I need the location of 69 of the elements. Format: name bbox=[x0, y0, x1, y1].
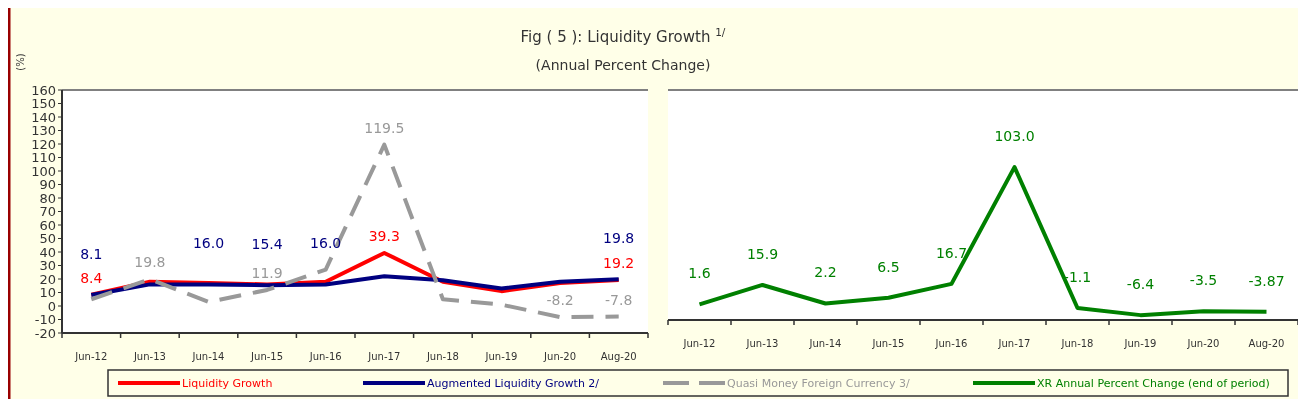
y-tick-label: 160 bbox=[31, 82, 56, 98]
x-tick-label: Aug-20 bbox=[600, 351, 637, 362]
x-tick-label: Jun-18 bbox=[1060, 338, 1094, 349]
y-tick-label: 20 bbox=[39, 271, 56, 287]
y-tick-label: 100 bbox=[31, 163, 56, 179]
data-label: 15.9 bbox=[746, 245, 779, 262]
y-tick-label: 50 bbox=[39, 231, 56, 247]
text: Liquidity Growth bbox=[182, 376, 273, 390]
data-label: 39.3 bbox=[368, 227, 400, 244]
y-tick-label: 120 bbox=[31, 136, 56, 152]
y-tick-label: 0 bbox=[47, 298, 56, 314]
data-label: 19.8 bbox=[603, 230, 635, 247]
y-tick-label: 40 bbox=[39, 244, 56, 260]
data-label: 8.1 bbox=[80, 246, 103, 263]
data-label: 16.0 bbox=[310, 235, 342, 252]
y-tick-label: 150 bbox=[31, 96, 56, 112]
y-tick-label: 60 bbox=[39, 217, 56, 233]
data-label: 15.4 bbox=[251, 236, 283, 253]
data-label: 103.0 bbox=[994, 128, 1035, 145]
x-tick-label: Jun-16 bbox=[934, 338, 968, 349]
data-label: 19.8 bbox=[134, 254, 166, 271]
text: Augmented Liquidity Growth 2/ bbox=[427, 376, 600, 390]
data-label: 2.2 bbox=[814, 264, 837, 281]
data-label: 19.2 bbox=[603, 255, 635, 272]
data-label: -1.1 bbox=[1063, 268, 1092, 285]
data-label: 11.9 bbox=[251, 264, 283, 281]
data-label: -3.5 bbox=[1189, 272, 1218, 289]
chart-subtitle: (Annual Percent Change) bbox=[535, 57, 711, 73]
y-tick-label: 130 bbox=[31, 123, 56, 139]
y-tick-label: -20 bbox=[34, 325, 56, 341]
x-tick-label: Jun-15 bbox=[250, 351, 284, 362]
y-tick-label: 80 bbox=[39, 190, 56, 206]
x-tick-label: Jun-15 bbox=[871, 338, 905, 349]
x-tick-label: Jun-17 bbox=[997, 338, 1031, 349]
x-tick-label: Jun-19 bbox=[1123, 338, 1157, 349]
x-tick-label: Jun-16 bbox=[308, 351, 342, 362]
data-label: -6.4 bbox=[1126, 276, 1155, 293]
x-tick-label: Jun-12 bbox=[682, 338, 716, 349]
x-tick-label: Jun-13 bbox=[132, 351, 166, 362]
chart-title: Fig ( 5 ): Liquidity Growth $^{1/}$ bbox=[520, 26, 726, 46]
legend-label: Quasi Money Foreign Currency 3/ bbox=[727, 376, 910, 390]
x-tick-label: Jun-13 bbox=[745, 338, 779, 349]
x-tick-label: Jun-17 bbox=[367, 351, 401, 362]
data-label: 16.0 bbox=[192, 235, 225, 252]
data-label: -3.87 bbox=[1248, 272, 1285, 289]
y-tick-label: -10 bbox=[34, 312, 56, 328]
data-label: -7.8 bbox=[605, 291, 633, 308]
y-tick-label: 110 bbox=[31, 150, 56, 166]
x-tick-label: Jun-19 bbox=[484, 351, 518, 362]
data-label: 16.7 bbox=[935, 244, 968, 261]
y-tick-label: 70 bbox=[39, 204, 56, 220]
x-tick-label: Jun-14 bbox=[191, 351, 225, 362]
x-tick-label: Jun-12 bbox=[74, 351, 108, 362]
x-tick-label: Jun-14 bbox=[808, 338, 842, 349]
data-label: 6.5 bbox=[877, 258, 900, 275]
data-label: -8.2 bbox=[546, 292, 574, 309]
x-tick-label: Aug-20 bbox=[1248, 338, 1285, 349]
y-tick-label: 10 bbox=[39, 285, 56, 301]
y-tick-label: 140 bbox=[31, 109, 56, 125]
x-tick-label: Jun-20 bbox=[543, 351, 577, 362]
x-tick-label: Jun-20 bbox=[1186, 338, 1220, 349]
y-tick-label: 90 bbox=[39, 177, 56, 193]
y-tick-label: 30 bbox=[39, 258, 56, 274]
y-axis-title: (%) bbox=[15, 53, 26, 71]
data-label: 1.6 bbox=[688, 265, 711, 282]
x-tick-label: Jun-18 bbox=[425, 351, 459, 362]
text: XR Annual Percent Change (end of period) bbox=[1037, 376, 1270, 390]
data-label: 8.4 bbox=[80, 269, 103, 286]
data-label: 119.5 bbox=[364, 119, 405, 136]
